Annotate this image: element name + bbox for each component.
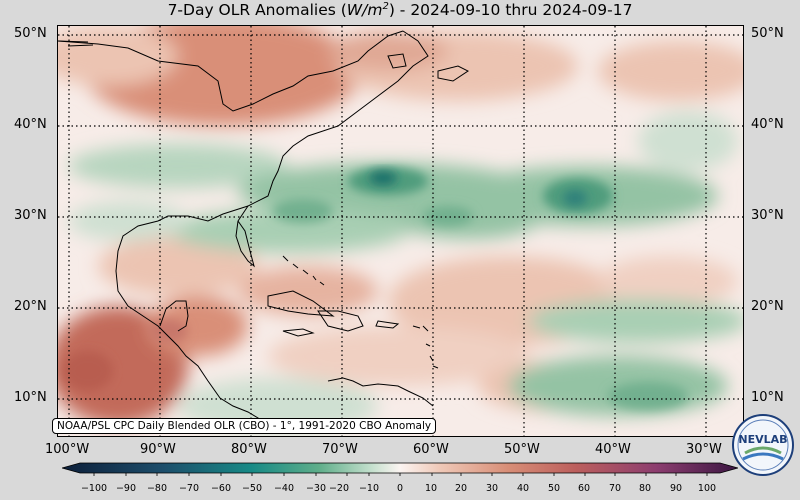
graticule — [58, 26, 743, 436]
lat-label-50n-right: 50°N — [751, 26, 784, 41]
lon-label-70w: 70°W — [322, 442, 358, 457]
colorbar-tick-label: 60 — [577, 483, 591, 494]
colorbar-tick-label: 50 — [547, 483, 561, 494]
colorbar-tick-label: −20 — [328, 483, 350, 494]
lat-label-10n-left: 10°N — [14, 390, 47, 405]
colorbar-tick-label: −70 — [178, 483, 200, 494]
colorbar-tick-label: 40 — [516, 483, 530, 494]
colorbar-tick-label: −30 — [305, 483, 327, 494]
colorbar-tick-label: −90 — [115, 483, 137, 494]
colorbar-tick-label: −80 — [146, 483, 168, 494]
colorbar-tick-label: 10 — [424, 483, 438, 494]
lon-label-80w: 80°W — [231, 442, 267, 457]
colorbar-tick-label: −10 — [358, 483, 380, 494]
colorbar-tick-label: −40 — [273, 483, 295, 494]
lat-label-10n-right: 10°N — [751, 390, 784, 405]
map-title: 7-Day OLR Anomalies (W/m2) - 2024-09-10 … — [167, 1, 633, 20]
colorbar-tick-label: 70 — [608, 483, 622, 494]
colorbar-tick-label: 20 — [454, 483, 468, 494]
lon-label-60w: 60°W — [413, 442, 449, 457]
lat-label-20n-right: 20°N — [751, 299, 784, 314]
logo-text: NEVLAB — [738, 433, 787, 446]
anomaly-field — [58, 26, 743, 434]
colorbar-tick-label: 80 — [638, 483, 652, 494]
anomaly-deep-cores — [369, 171, 587, 206]
lon-label-30w: 30°W — [686, 442, 722, 457]
colorbar-tick-label: 0 — [396, 483, 404, 494]
colorbar-tick-label: 30 — [485, 483, 499, 494]
colorbar-tick-label: 100 — [697, 483, 717, 494]
lat-label-40n-right: 40°N — [751, 117, 784, 132]
colorbar — [62, 462, 738, 476]
colorbar-tick-label: −100 — [80, 483, 108, 494]
olr-anomaly-map — [58, 26, 743, 436]
colorbar-tick-label: −50 — [241, 483, 263, 494]
data-source-note: NOAA/PSL CPC Daily Blended OLR (CBO) - 1… — [52, 418, 437, 434]
colorbar-tick-label: −60 — [210, 483, 232, 494]
lon-label-100w: 100°W — [45, 442, 90, 457]
lat-label-30n-left: 30°N — [14, 208, 47, 223]
colorbar-ticks — [93, 473, 708, 476]
nevlab-logo: NEVLAB — [732, 414, 794, 476]
coastlines — [58, 30, 469, 431]
lat-label-20n-left: 20°N — [14, 299, 47, 314]
lon-label-90w: 90°W — [140, 442, 176, 457]
lat-label-30n-right: 30°N — [751, 208, 784, 223]
colorbar-tick-label: 90 — [669, 483, 683, 494]
lon-label-40w: 40°W — [595, 442, 631, 457]
map-panel — [57, 25, 744, 437]
lat-label-50n-left: 50°N — [14, 26, 47, 41]
lon-label-50w: 50°W — [504, 442, 540, 457]
lat-label-40n-left: 40°N — [14, 117, 47, 132]
